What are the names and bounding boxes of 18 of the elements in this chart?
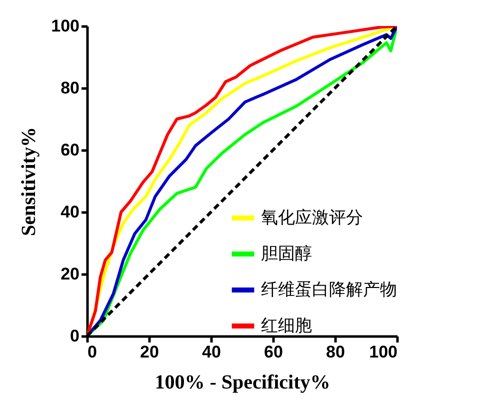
x-tick-label: 20 <box>140 342 159 362</box>
y-tick-label: 60 <box>60 140 80 160</box>
x-tick-label: 100 <box>369 342 398 362</box>
y-axis-title: Sensitivity% <box>18 127 40 236</box>
y-tick-label: 80 <box>60 78 80 98</box>
legend-label: 红细胞 <box>261 316 312 335</box>
y-tick-label: 20 <box>60 264 80 284</box>
y-tick-label: 100 <box>51 16 80 36</box>
x-tick-label: 0 <box>88 342 97 362</box>
y-tick-label: 40 <box>60 202 80 222</box>
x-tick-label: 80 <box>326 342 345 362</box>
x-axis-title: 100% - Specificity% <box>154 372 330 394</box>
legend-label: 胆固醇 <box>261 244 312 263</box>
x-tick-label: 40 <box>202 342 221 362</box>
y-tick-label: 0 <box>70 326 80 346</box>
legend-label: 氧化应激评分 <box>261 208 363 227</box>
legend-label: 纤维蛋白降解产物 <box>261 280 397 299</box>
x-tick-label: 60 <box>264 342 283 362</box>
